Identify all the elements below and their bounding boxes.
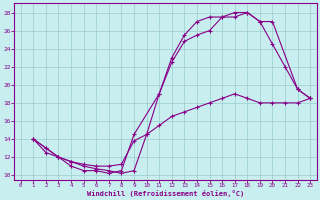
X-axis label: Windchill (Refroidissement éolien,°C): Windchill (Refroidissement éolien,°C) <box>87 190 244 197</box>
